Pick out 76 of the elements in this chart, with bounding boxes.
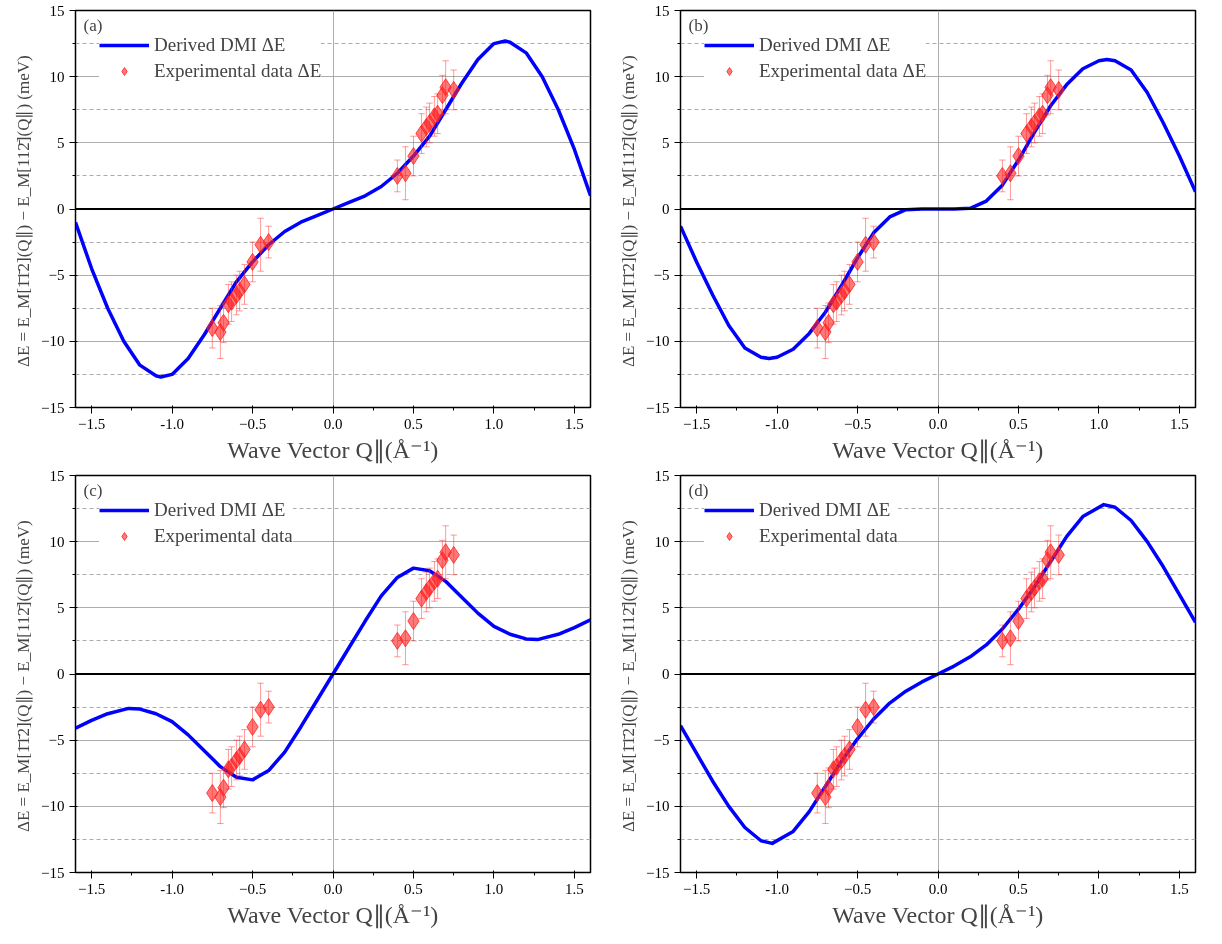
y-tick-label: −15 (41, 399, 65, 416)
x-tick-label: 1.0 (484, 415, 504, 432)
x-tick-label: 1.0 (484, 880, 504, 897)
x-tick-label: −1.5 (77, 880, 106, 897)
y-tick-label: 5 (662, 134, 670, 151)
y-tick-label: 10 (49, 68, 65, 85)
x-tick-label: 0.0 (323, 415, 343, 432)
x-tick-label: −0.5 (238, 880, 267, 897)
y-axis-title: ΔE = E_M[1̄1̄2](Q∥) − E_M[112̄](Q∥) (meV) (619, 520, 639, 832)
legend-label: Derived DMI ΔE (759, 34, 891, 56)
legend-label: Derived DMI ΔE (759, 499, 891, 521)
y-axis-title: ΔE = E_M[1̄1̄2](Q∥) − E_M[112̄](Q∥) (meV) (619, 55, 639, 367)
y-tick-label: 15 (49, 467, 65, 484)
y-tick-label: 10 (654, 68, 670, 85)
y-tick-label: 0 (57, 201, 65, 217)
y-tick-label: 5 (57, 599, 65, 616)
y-tick-label: −10 (646, 798, 670, 815)
y-tick-label: −15 (41, 864, 65, 881)
legend-label: Experimental data (759, 525, 898, 547)
x-tick-label: 0.0 (323, 880, 343, 897)
chart-title: (d) (688, 480, 709, 500)
x-axis-title: Wave Vector Q∥(Å⁻¹) (227, 436, 439, 464)
x-tick-label: −1.5 (682, 415, 711, 432)
y-tick-label: −10 (646, 333, 670, 350)
y-tick-label: 10 (654, 533, 670, 550)
y-tick-label: 5 (662, 599, 670, 616)
x-tick-label: 0.5 (404, 880, 423, 897)
x-tick-label: −0.5 (238, 415, 267, 432)
y-tick-label: 10 (49, 533, 65, 550)
y-tick-label: 0 (662, 666, 670, 682)
x-axis-title: Wave Vector Q∥(Å⁻¹) (832, 901, 1044, 929)
x-tick-label: 0.0 (928, 880, 948, 897)
y-tick-label: −5 (48, 267, 65, 284)
y-tick-label: −10 (41, 798, 65, 815)
chart-title: (a) (83, 15, 103, 35)
x-tick-label: 0.0 (928, 415, 948, 432)
x-tick-label: 0.5 (1009, 880, 1028, 897)
x-tick-label: 1.5 (565, 880, 584, 897)
y-tick-label: 15 (654, 467, 670, 484)
x-tick-label: -1.0 (160, 415, 184, 432)
y-tick-label: −5 (653, 732, 670, 749)
x-tick-label: −1.5 (682, 880, 711, 897)
legend-label: Derived DMI ΔE (154, 499, 286, 521)
x-tick-label: 0.5 (1009, 415, 1028, 432)
x-tick-label: 1.0 (1089, 880, 1109, 897)
chart-title: (b) (688, 15, 709, 35)
x-tick-label: -1.0 (160, 880, 184, 897)
y-tick-label: 0 (57, 666, 65, 682)
legend-label: Derived DMI ΔE (154, 34, 286, 56)
y-tick-label: −15 (646, 399, 670, 416)
y-axis-title: ΔE = E_M[1̄1̄2](Q∥) − E_M[112̄](Q∥) (meV) (14, 55, 34, 367)
x-tick-label: 1.0 (1089, 415, 1109, 432)
x-axis-title: Wave Vector Q∥(Å⁻¹) (832, 436, 1044, 464)
x-tick-label: −0.5 (843, 415, 872, 432)
y-tick-label: −5 (653, 267, 670, 284)
chart-title: (c) (83, 480, 103, 500)
x-tick-label: −1.5 (77, 415, 106, 432)
y-tick-label: 15 (49, 2, 65, 19)
x-tick-label: 1.5 (1170, 415, 1189, 432)
legend-label: Experimental data ΔE (759, 60, 927, 82)
y-tick-label: −5 (48, 732, 65, 749)
x-tick-label: -1.0 (765, 880, 789, 897)
x-tick-label: 1.5 (1170, 880, 1189, 897)
y-tick-label: −15 (646, 864, 670, 881)
x-axis-title: Wave Vector Q∥(Å⁻¹) (227, 901, 439, 929)
y-tick-label: 5 (57, 134, 65, 151)
x-tick-label: 0.5 (404, 415, 423, 432)
y-tick-label: 15 (654, 2, 670, 19)
x-tick-label: -1.0 (765, 415, 789, 432)
y-tick-label: 0 (662, 201, 670, 217)
y-axis-title: ΔE = E_M[1̄1̄2](Q∥) − E_M[112̄](Q∥) (meV) (14, 520, 34, 832)
x-tick-label: −0.5 (843, 880, 872, 897)
legend-label: Experimental data (154, 525, 293, 547)
y-tick-label: −10 (41, 333, 65, 350)
x-tick-label: 1.5 (565, 415, 584, 432)
legend-label: Experimental data ΔE (154, 60, 322, 82)
